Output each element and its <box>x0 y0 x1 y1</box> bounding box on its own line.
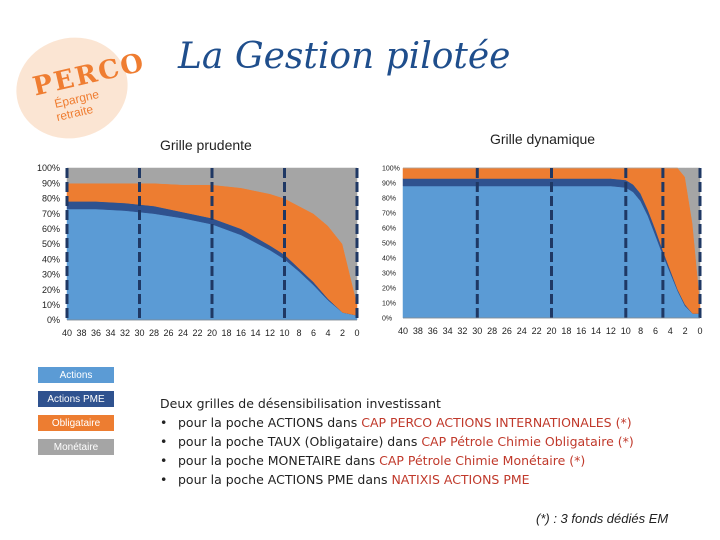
x-tick-label: 18 <box>561 326 571 336</box>
fund-name: CAP Pétrole Chimie Obligataire (*) <box>421 434 634 449</box>
x-tick-label: 14 <box>591 326 601 336</box>
x-tick-label: 10 <box>621 326 631 336</box>
y-tick-label: 40% <box>42 254 60 264</box>
footnote: (*) : 3 fonds dédiés EM <box>536 511 669 526</box>
x-tick-label: 4 <box>325 328 330 338</box>
x-tick-label: 36 <box>91 328 101 338</box>
y-tick-label: 90% <box>42 178 60 188</box>
x-tick-label: 22 <box>192 328 202 338</box>
x-tick-label: 34 <box>443 326 453 336</box>
x-tick-label: 38 <box>76 328 86 338</box>
x-tick-label: 12 <box>606 326 616 336</box>
bullet-icon: • <box>160 415 168 430</box>
x-tick-label: 32 <box>120 328 130 338</box>
x-tick-label: 24 <box>178 328 188 338</box>
chart-title-dynamique: Grille dynamique <box>490 131 596 147</box>
x-tick-label: 16 <box>576 326 586 336</box>
y-tick-label: 50% <box>42 239 60 249</box>
x-tick-label: 38 <box>413 326 423 336</box>
x-tick-label: 34 <box>105 328 115 338</box>
chart-title-prudente: Grille prudente <box>160 137 252 153</box>
y-tick-label: 60% <box>42 224 60 234</box>
x-tick-label: 28 <box>487 326 497 336</box>
x-tick-label: 24 <box>517 326 527 336</box>
fund-name: NATIXIS ACTIONS PME <box>391 472 530 487</box>
x-tick-label: 40 <box>62 328 72 338</box>
y-tick-label: 80% <box>382 195 396 202</box>
bullet-icon: • <box>160 453 168 468</box>
item-text: pour la poche ACTIONS dans <box>178 415 362 430</box>
x-tick-label: 2 <box>340 328 345 338</box>
x-tick-label: 6 <box>311 328 316 338</box>
x-tick-label: 22 <box>532 326 542 336</box>
x-tick-label: 2 <box>683 326 688 336</box>
y-tick-label: 0% <box>47 315 60 325</box>
x-tick-label: 4 <box>668 326 673 336</box>
legend-item-obligataire: Obligataire <box>37 414 115 432</box>
y-tick-label: 50% <box>382 240 396 247</box>
description-item: • pour la poche TAUX (Obligataire) dans C… <box>160 432 634 451</box>
x-tick-label: 30 <box>472 326 482 336</box>
description-item: • pour la poche MONETAIRE dans CAP Pétrol… <box>160 451 634 470</box>
y-tick-label: 100% <box>382 165 400 172</box>
x-tick-label: 0 <box>354 328 359 338</box>
x-tick-label: 40 <box>398 326 408 336</box>
y-tick-label: 30% <box>42 270 60 280</box>
y-tick-label: 20% <box>382 285 396 292</box>
y-tick-label: 70% <box>42 209 60 219</box>
x-tick-label: 8 <box>296 328 301 338</box>
y-tick-label: 0% <box>382 315 392 322</box>
y-tick-label: 90% <box>382 180 396 187</box>
y-tick-label: 100% <box>37 163 60 173</box>
y-tick-label: 10% <box>382 300 396 307</box>
item-text: pour la poche TAUX (Obligataire) dans <box>178 434 422 449</box>
y-tick-label: 20% <box>42 285 60 295</box>
page-title: La Gestion pilotée <box>178 36 511 77</box>
x-tick-label: 26 <box>502 326 512 336</box>
description-intro: Deux grilles de désensibilisation invest… <box>160 396 441 411</box>
fund-name: CAP Pétrole Chimie Monétaire (*) <box>379 453 586 468</box>
y-tick-label: 80% <box>42 194 60 204</box>
y-tick-label: 10% <box>42 300 60 310</box>
x-tick-label: 8 <box>638 326 643 336</box>
y-tick-label: 70% <box>382 210 396 217</box>
x-tick-label: 18 <box>221 328 231 338</box>
bullet-icon: • <box>160 434 168 449</box>
description-item: • pour la poche ACTIONS PME dans NATIXIS … <box>160 470 634 489</box>
area-series-monetaire <box>403 167 701 302</box>
y-tick-label: 30% <box>382 270 396 277</box>
x-tick-label: 10 <box>279 328 289 338</box>
chart-legend: Actions Actions PME Obligataire Monétair… <box>37 364 115 456</box>
x-tick-label: 28 <box>149 328 159 338</box>
legend-item-monetaire: Monétaire <box>37 438 115 456</box>
legend-item-actions-pme: Actions PME <box>37 390 115 408</box>
y-tick-label: 40% <box>382 255 396 262</box>
x-tick-label: 6 <box>653 326 658 336</box>
x-tick-label: 0 <box>697 326 702 336</box>
bullet-icon: • <box>160 472 168 487</box>
x-tick-label: 16 <box>236 328 246 338</box>
item-text: pour la poche ACTIONS PME dans <box>178 472 392 487</box>
y-tick-label: 60% <box>382 225 396 232</box>
x-tick-label: 32 <box>457 326 467 336</box>
x-tick-label: 20 <box>546 326 556 336</box>
x-tick-label: 26 <box>163 328 173 338</box>
description-item: • pour la poche ACTIONS dans CAP PERCO AC… <box>160 413 634 432</box>
legend-item-actions: Actions <box>37 366 115 384</box>
x-tick-label: 14 <box>250 328 260 338</box>
item-text: pour la poche MONETAIRE dans <box>178 453 380 468</box>
x-tick-label: 12 <box>265 328 275 338</box>
x-tick-label: 20 <box>207 328 217 338</box>
fund-name: CAP PERCO ACTIONS INTERNATIONALES (*) <box>361 415 632 430</box>
x-tick-label: 36 <box>428 326 438 336</box>
x-tick-label: 30 <box>134 328 144 338</box>
description-block: Deux grilles de désensibilisation invest… <box>160 394 634 489</box>
